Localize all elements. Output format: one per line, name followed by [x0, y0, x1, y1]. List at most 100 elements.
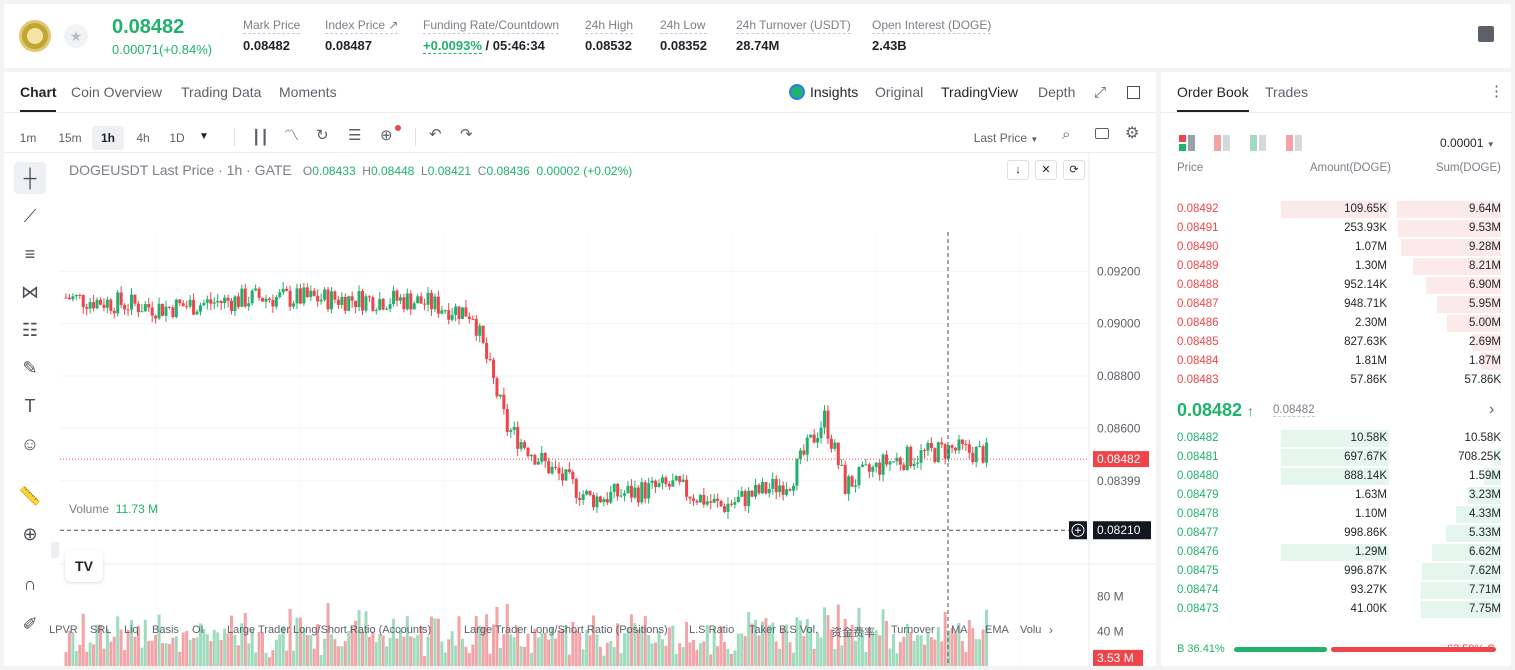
favorite-star-icon[interactable]: ★ [64, 24, 88, 48]
tab-coin-overview[interactable]: Coin Overview [71, 84, 163, 100]
timeframe-1h[interactable]: 1h [92, 126, 124, 150]
price-chart[interactable]: 0.09200 0.09000 0.08800 0.08600 0.08399 80 M 4… [4, 152, 1156, 666]
ask-row[interactable]: 0.08487 948.71K 5.95M [1177, 295, 1501, 314]
fib-tool-icon[interactable]: ☷ [21, 320, 39, 340]
more-options-icon[interactable]: ⋮ [1489, 83, 1504, 100]
ask-row[interactable]: 0.08485 827.63K 2.69M [1177, 333, 1501, 352]
volume-bar [402, 636, 406, 666]
volume-bar [705, 624, 709, 666]
brush-tool-icon[interactable]: ✎ [22, 358, 38, 378]
candle-body [647, 483, 651, 499]
settings-gear-icon[interactable]: ⚙ [1125, 125, 1140, 142]
ask-row[interactable]: 0.08483 57.86K 57.86K [1177, 371, 1501, 390]
bid-row[interactable]: 0.08482 10.58K 10.58K [1177, 429, 1501, 448]
mid-chevron-right-icon[interactable]: › [1489, 401, 1495, 418]
view-both-icon[interactable] [1179, 135, 1195, 151]
collapse-icon[interactable]: ✕ [1035, 160, 1057, 180]
volume-bar [654, 642, 658, 666]
indicator-9[interactable]: 资金费率 [831, 627, 875, 639]
index-price-stat[interactable]: Index Price ↗ 0.08487 [325, 18, 399, 53]
bid-row[interactable]: 0.08481 697.67K 708.25K [1177, 448, 1501, 467]
view-tradingview[interactable]: TradingView [941, 84, 1019, 100]
pattern-tool-icon[interactable]: ⋈ [21, 282, 39, 302]
ask-row[interactable]: 0.08490 1.07M 9.28M [1177, 238, 1501, 257]
bid-row[interactable]: 0.08479 1.63M 3.23M [1177, 486, 1501, 505]
tab-trading-data[interactable]: Trading Data [181, 84, 262, 100]
zoom-in-tool-icon[interactable]: ⊕ [22, 524, 38, 544]
indicator-3[interactable]: Basis [152, 624, 179, 636]
fullscreen-icon[interactable] [1127, 86, 1140, 99]
notes-icon[interactable] [1478, 26, 1494, 42]
add-indicator-icon[interactable]: ⊕ [380, 127, 393, 144]
precision-select[interactable]: 0.00001 ▼ [1440, 136, 1495, 150]
tab-order-book[interactable]: Order Book [1177, 84, 1249, 100]
timeframe-4h[interactable]: 4h [136, 131, 150, 145]
tab-chart[interactable]: Chart [20, 84, 57, 100]
indicator-12[interactable]: EMA [985, 624, 1009, 636]
templates-icon[interactable]: ☰ [348, 127, 362, 144]
indicator-7[interactable]: L.S Ratio [689, 624, 735, 636]
funding-rate-stat[interactable]: Funding Rate/Countdown +0.0093% / 05:46:3… [423, 18, 560, 54]
bid-row[interactable]: 0.08473 41.00K 7.75M [1177, 600, 1501, 619]
view-depth-icon[interactable] [1286, 135, 1302, 151]
ask-row[interactable]: 0.08484 1.81M 1.87M [1177, 352, 1501, 371]
timeframe-1d[interactable]: 1D [169, 131, 185, 145]
bid-row[interactable]: 0.08477 998.86K 5.33M [1177, 524, 1501, 543]
price-type-select[interactable]: Last Price ▼ [970, 126, 1042, 150]
indicator-13[interactable]: Volu [1020, 624, 1042, 636]
tab-moments[interactable]: Moments [279, 84, 337, 100]
ask-row[interactable]: 0.08486 2.30M 5.00M [1177, 314, 1501, 333]
indicator-6[interactable]: Large Trader Long/Short Ratio (Positions… [464, 624, 668, 636]
compare-icon[interactable]: ↻ [316, 127, 329, 144]
indicator-2[interactable]: Liq [124, 624, 139, 636]
volume-bar [471, 644, 475, 666]
bid-row[interactable]: 0.08474 93.27K 7.71M [1177, 581, 1501, 600]
indicator-1[interactable]: SRL [90, 624, 112, 636]
candle-type-icon[interactable]: ┃┃ [252, 129, 269, 145]
ask-row[interactable]: 0.08492 109.65K 9.64M [1177, 200, 1501, 219]
tab-trades[interactable]: Trades [1265, 84, 1309, 100]
crosshair-tool-icon[interactable]: ┼ [14, 162, 46, 194]
mark-price-stat[interactable]: Mark Price 0.08482 [243, 18, 301, 53]
indicator-10[interactable]: Turnover [891, 624, 935, 636]
hlines-tool-icon[interactable]: ≡ [24, 244, 36, 264]
indicator-8[interactable]: Taker B.S Vol. [749, 624, 819, 636]
open-value: 0.08433 [312, 164, 356, 178]
indicators-icon[interactable]: 〽 [284, 127, 300, 144]
row-price: 0.08489 [1177, 260, 1219, 272]
indicator-11[interactable]: MA [951, 624, 968, 636]
indicator-0[interactable]: LPVR [49, 624, 78, 636]
scroll-to-latest-icon[interactable]: ↓ [1007, 160, 1029, 180]
bid-row[interactable]: 0.08475 996.87K 7.62M [1177, 562, 1501, 581]
pencil-lock-tool-icon[interactable]: ✐ [22, 614, 38, 634]
ruler-tool-icon[interactable]: 📏 [18, 486, 42, 506]
indicator-5[interactable]: Large Trader Long/Short Ratio (Accounts) [227, 624, 432, 636]
ask-row[interactable]: 0.08488 952.14K 6.90M [1177, 276, 1501, 295]
collapse-handle-icon[interactable] [51, 542, 59, 558]
bid-row[interactable]: 0.08476 1.29M 6.62M [1177, 543, 1501, 562]
text-tool-icon[interactable]: T [24, 396, 36, 416]
insights-button[interactable]: Insights [810, 84, 859, 100]
refresh-chart-icon[interactable]: ⟳ [1063, 160, 1085, 180]
bid-row[interactable]: 0.08480 888.14K 1.59M [1177, 467, 1501, 486]
bid-row[interactable]: 0.08478 1.10M 4.33M [1177, 505, 1501, 524]
expand-icon[interactable]: ⤢ [1094, 84, 1107, 101]
view-original[interactable]: Original [875, 84, 924, 100]
view-bids-icon[interactable] [1250, 135, 1266, 151]
redo-icon[interactable]: ↷ [460, 126, 473, 143]
timeframe-15m[interactable]: 15m [58, 131, 82, 145]
search-icon[interactable]: ⌕ [1062, 126, 1071, 143]
timeframe-1m[interactable]: 1m [19, 131, 37, 145]
camera-icon[interactable] [1095, 128, 1109, 139]
trendline-tool-icon[interactable]: ⟋ [23, 206, 37, 226]
timeframe-dropdown-icon[interactable]: ▼ [199, 131, 209, 142]
emoji-tool-icon[interactable]: ☺ [20, 434, 40, 454]
view-asks-icon[interactable] [1214, 135, 1230, 151]
indicator-4[interactable]: OI [192, 624, 204, 636]
view-depth[interactable]: Depth [1038, 84, 1076, 100]
indicator-scroll-right-icon[interactable]: › [1049, 623, 1053, 637]
ask-row[interactable]: 0.08491 253.93K 9.53M [1177, 219, 1501, 238]
undo-icon[interactable]: ↶ [429, 126, 442, 143]
ask-row[interactable]: 0.08489 1.30M 8.21M [1177, 257, 1501, 276]
magnet-tool-icon[interactable]: ∩ [23, 574, 37, 594]
